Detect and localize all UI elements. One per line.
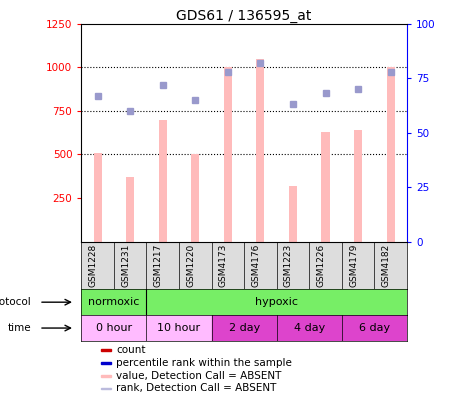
Text: rank, Detection Call = ABSENT: rank, Detection Call = ABSENT [116, 383, 276, 394]
Text: count: count [116, 345, 146, 355]
Text: time: time [7, 323, 31, 333]
Text: GSM1228: GSM1228 [89, 244, 98, 287]
Text: GSM4173: GSM4173 [219, 244, 228, 287]
Bar [81, 289, 146, 315]
Text: 10 hour: 10 hour [158, 323, 200, 333]
Text: GSM4176: GSM4176 [252, 244, 260, 287]
Bar [101, 388, 111, 389]
Bar [81, 315, 146, 341]
Bar [101, 362, 111, 364]
Bar [212, 315, 277, 341]
Text: GSM1220: GSM1220 [186, 244, 195, 287]
Text: GSM4182: GSM4182 [382, 244, 391, 287]
Title: GDS61 / 136595_at: GDS61 / 136595_at [176, 9, 312, 23]
Bar [101, 349, 111, 351]
Bar [277, 315, 342, 341]
Text: normoxic: normoxic [88, 297, 140, 307]
Bar [342, 315, 407, 341]
Bar [321, 132, 330, 242]
Text: 6 day: 6 day [359, 323, 390, 333]
Bar [159, 120, 167, 242]
Bar [386, 67, 395, 242]
Bar [101, 375, 111, 377]
Text: 4 day: 4 day [293, 323, 325, 333]
Text: GSM4179: GSM4179 [349, 244, 358, 287]
Bar [146, 315, 212, 341]
Bar [354, 130, 362, 242]
Text: GSM1226: GSM1226 [317, 244, 326, 287]
Bar [93, 153, 102, 242]
Bar [126, 177, 134, 242]
Text: hypoxic: hypoxic [255, 297, 298, 307]
Text: 0 hour: 0 hour [96, 323, 132, 333]
Text: percentile rank within the sample: percentile rank within the sample [116, 358, 292, 368]
Text: value, Detection Call = ABSENT: value, Detection Call = ABSENT [116, 371, 281, 381]
Bar [146, 289, 407, 315]
Bar [289, 186, 297, 242]
Text: GSM1231: GSM1231 [121, 244, 130, 287]
Text: 2 day: 2 day [228, 323, 260, 333]
Text: GSM1217: GSM1217 [154, 244, 163, 287]
Bar [256, 59, 265, 242]
Bar [191, 154, 199, 242]
Text: GSM1223: GSM1223 [284, 244, 293, 287]
Text: protocol: protocol [0, 297, 31, 307]
Bar [224, 67, 232, 242]
